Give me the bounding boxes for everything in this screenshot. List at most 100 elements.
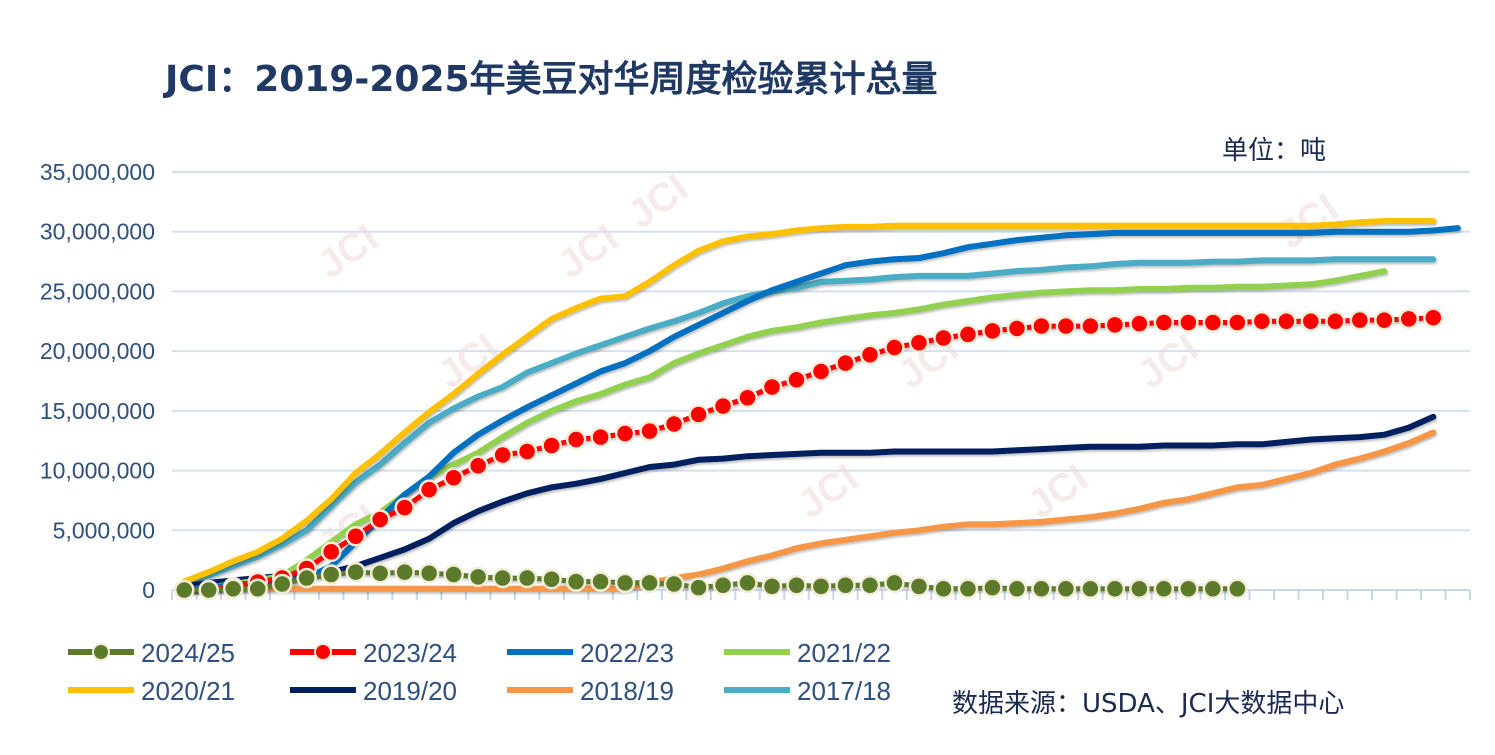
- data-point-2024-25: [688, 577, 709, 598]
- series-line-2023-24: [181, 315, 1436, 593]
- data-point-2023-24: [1276, 311, 1297, 332]
- data-point-2024-25: [908, 576, 930, 597]
- data-point-2024-25: [859, 574, 881, 596]
- data-point-2023-24: [1349, 309, 1371, 331]
- watermark: JCI: [1130, 326, 1206, 398]
- data-point-2024-25: [933, 578, 954, 600]
- legend-label: 2022/23: [580, 638, 674, 668]
- data-point-2024-25: [345, 561, 366, 583]
- data-point-2024-25: [1227, 578, 1248, 600]
- unit-label: 单位：吨: [1222, 136, 1327, 166]
- watermark: JCI: [550, 216, 626, 288]
- data-point-2023-24: [761, 376, 783, 398]
- data-point-2023-24: [394, 497, 415, 518]
- data-point-2023-24: [565, 429, 587, 450]
- watermark: JCI: [310, 216, 386, 288]
- data-point-2024-25: [786, 574, 807, 596]
- data-point-2023-24: [737, 387, 758, 408]
- data-point-2024-25: [198, 579, 219, 601]
- y-tick-label: 15,000,000: [40, 398, 155, 424]
- series-line-2019-20: [181, 413, 1437, 590]
- watermark: JCI: [620, 166, 696, 238]
- data-point-2024-25: [712, 574, 734, 596]
- data-point-2024-25: [982, 577, 1003, 598]
- data-point-2023-24: [1006, 318, 1028, 339]
- data-point-2023-24: [1031, 315, 1052, 337]
- series-line-2021-22: [181, 268, 1388, 593]
- data-point-2023-24: [541, 435, 562, 456]
- data-point-2024-25: [247, 578, 268, 600]
- data-point-2023-24: [712, 395, 734, 417]
- legend-marker: [314, 643, 332, 661]
- legend-label: 2023/24: [363, 638, 457, 668]
- data-point-2024-25: [1153, 578, 1175, 600]
- series-line-2020-21: [181, 218, 1437, 585]
- data-point-2023-24: [320, 541, 342, 563]
- data-point-2024-25: [541, 569, 562, 590]
- data-point-2024-25: [1055, 578, 1077, 600]
- data-point-2024-25: [418, 563, 440, 584]
- legend-label: 2017/18: [797, 676, 891, 706]
- data-point-2023-24: [492, 444, 513, 466]
- data-point-2023-24: [1227, 312, 1248, 333]
- data-point-2023-24: [859, 344, 881, 365]
- y-tick-label: 5,000,000: [53, 517, 155, 543]
- legend-label: 2024/25: [141, 638, 235, 668]
- data-point-2024-25: [1006, 578, 1028, 600]
- data-point-2024-25: [1104, 578, 1126, 600]
- series-line-2017-18: [181, 256, 1437, 587]
- data-point-2024-25: [222, 578, 244, 600]
- data-point-2024-25: [1080, 578, 1101, 600]
- data-point-2024-25: [443, 564, 464, 585]
- data-point-2023-24: [1153, 312, 1175, 333]
- y-tick-label: 20,000,000: [40, 338, 155, 364]
- data-point-2023-24: [663, 413, 685, 435]
- y-tick-label: 30,000,000: [40, 219, 155, 245]
- data-point-2023-24: [1104, 314, 1126, 336]
- data-point-2023-24: [1080, 315, 1101, 337]
- data-point-2023-24: [1129, 313, 1150, 334]
- data-point-2023-24: [786, 369, 807, 391]
- data-point-2024-25: [1129, 578, 1150, 600]
- data-point-2024-25: [590, 571, 611, 592]
- data-point-2024-25: [394, 561, 415, 583]
- data-point-2024-25: [467, 566, 489, 588]
- data-point-2023-24: [345, 526, 366, 547]
- data-point-2023-24: [369, 509, 391, 530]
- data-point-2023-24: [1202, 312, 1224, 333]
- data-point-2023-24: [982, 320, 1003, 342]
- data-point-2024-25: [957, 578, 979, 600]
- data-point-2023-24: [933, 327, 954, 349]
- legend-marker: [92, 643, 110, 661]
- data-point-2024-25: [639, 572, 660, 594]
- legend-label: 2020/21: [141, 676, 235, 706]
- data-point-2023-24: [590, 426, 611, 448]
- data-point-2024-25: [614, 572, 636, 594]
- data-point-2023-24: [443, 467, 464, 488]
- y-tick-label: 25,000,000: [40, 278, 155, 304]
- y-tick-label: 0: [142, 577, 155, 603]
- data-point-2024-25: [296, 567, 317, 589]
- data-point-2024-25: [1178, 578, 1199, 600]
- source-label: 数据来源：USDA、JCI大数据中心: [952, 689, 1345, 719]
- data-point-2023-24: [516, 441, 538, 462]
- data-point-2024-25: [320, 564, 342, 585]
- data-point-2024-25: [810, 576, 832, 597]
- data-point-2023-24: [810, 361, 832, 382]
- data-point-2023-24: [467, 455, 489, 477]
- data-point-2024-25: [884, 572, 905, 594]
- watermark: JCI: [790, 456, 866, 528]
- legend-label: 2021/22: [797, 638, 891, 668]
- data-point-2024-25: [516, 567, 538, 589]
- data-point-2024-25: [369, 563, 391, 584]
- data-point-2023-24: [1374, 309, 1395, 331]
- data-point-2023-24: [1178, 312, 1199, 333]
- data-point-2023-24: [1251, 311, 1273, 332]
- data-point-2023-24: [835, 352, 856, 374]
- data-point-2024-25: [761, 576, 783, 597]
- legend-label: 2019/20: [363, 676, 457, 706]
- data-point-2023-24: [1300, 311, 1322, 332]
- data-point-2024-25: [1202, 578, 1224, 600]
- data-point-2024-25: [835, 574, 856, 596]
